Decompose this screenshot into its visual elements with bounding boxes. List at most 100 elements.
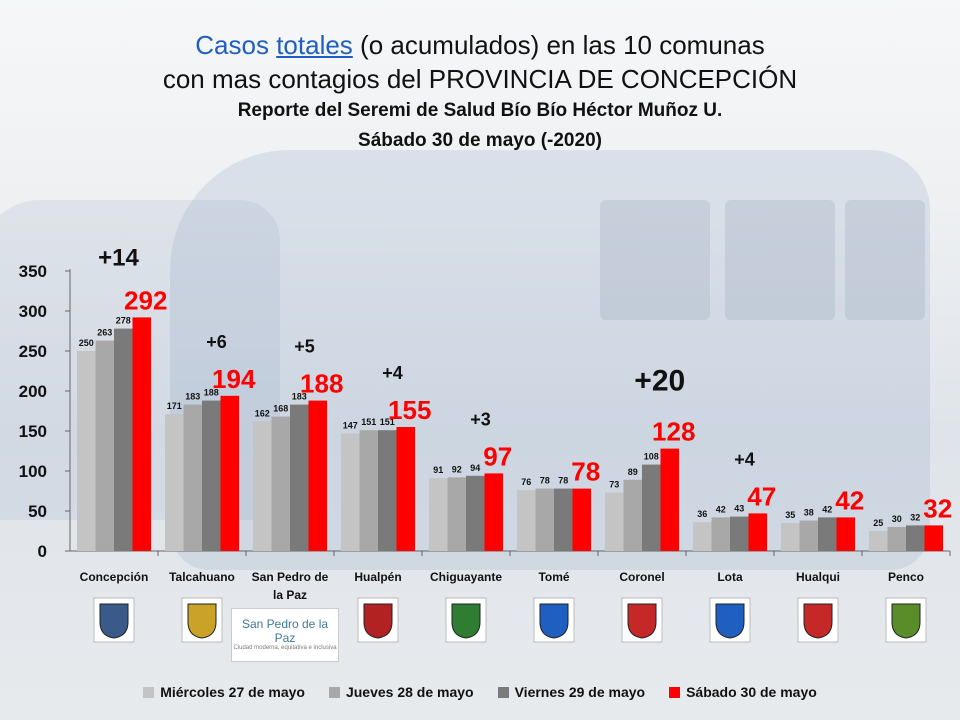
- chart-title-line1: Casos totales (o acumulados) en las 10 c…: [0, 28, 960, 62]
- bar-previous-day: [623, 479, 642, 551]
- data-label-saturday: 188: [300, 369, 343, 399]
- x-category-label: Chiguayante: [430, 570, 502, 584]
- data-label-saturday: 47: [747, 481, 776, 511]
- data-label: 36: [697, 509, 707, 519]
- data-label: 171: [167, 401, 182, 411]
- shield-icon: [363, 603, 393, 639]
- title-word-totales: totales: [276, 30, 353, 60]
- y-tick-label: 100: [19, 462, 47, 481]
- bar-previous-day: [535, 488, 554, 551]
- bar-saturday: [572, 488, 591, 551]
- data-label: 78: [558, 476, 568, 486]
- bar-previous-day: [95, 340, 114, 551]
- sppaz-logo-text: San Pedro de la Paz: [241, 617, 329, 645]
- background-window: [725, 200, 835, 320]
- bar-previous-day: [517, 490, 536, 551]
- title-word-casos: Casos: [195, 30, 269, 60]
- legend-item-thursday: Jueves 28 de mayo: [328, 684, 474, 700]
- bar-saturday: [660, 448, 679, 551]
- data-label-saturday: 97: [483, 441, 512, 471]
- x-category-label: la Paz: [273, 588, 307, 602]
- background-window: [600, 200, 710, 320]
- increment-label: +3: [470, 409, 491, 429]
- data-label: 108: [644, 452, 659, 462]
- data-label: 76: [521, 477, 531, 487]
- bar-previous-day: [906, 525, 925, 551]
- data-label: 278: [116, 316, 131, 326]
- bar-previous-day: [466, 475, 485, 551]
- increment-label: +20: [634, 365, 685, 398]
- bar-previous-day: [165, 414, 184, 551]
- x-category-label: Hualpén: [354, 570, 401, 584]
- data-label: 263: [97, 328, 112, 338]
- bar-previous-day: [799, 520, 818, 551]
- legend-item-wednesday: Miércoles 27 de mayo: [143, 684, 305, 700]
- bar-saturday: [396, 427, 415, 551]
- shield-icon: [891, 603, 921, 639]
- sppaz-logo-tagline: Ciudad moderna, equitativa e inclusiva: [233, 645, 337, 651]
- data-label-saturday: 32: [923, 493, 952, 523]
- bar-previous-day: [693, 522, 712, 551]
- increment-label: +5: [294, 337, 315, 357]
- shield-icon: [803, 603, 833, 639]
- bar-previous-day: [781, 523, 800, 551]
- legend-item-saturday: Sábado 30 de mayo: [669, 684, 817, 700]
- bar-previous-day: [341, 433, 360, 551]
- bar-previous-day: [183, 404, 202, 551]
- bar-previous-day: [447, 477, 466, 551]
- bar-previous-day: [202, 400, 221, 551]
- increment-label: +6: [206, 332, 227, 352]
- bar-saturday: [308, 400, 327, 551]
- y-tick-label: 0: [38, 542, 47, 561]
- background-window: [845, 200, 925, 320]
- y-tick-label: 50: [28, 502, 47, 521]
- data-label: 42: [822, 504, 832, 514]
- bar-previous-day: [359, 430, 378, 551]
- chart-date: Sábado 30 de mayo (-2020): [358, 130, 602, 151]
- chart-legend: Miércoles 27 de mayo Jueves 28 de mayo V…: [0, 684, 960, 700]
- data-label: 32: [910, 512, 920, 522]
- data-label-saturday: 78: [571, 457, 600, 487]
- y-tick-label: 200: [19, 382, 47, 401]
- data-label-saturday: 292: [124, 285, 167, 315]
- bar-saturday: [748, 513, 767, 551]
- chart-title-block: Casos totales (o acumulados) en las 10 c…: [0, 28, 960, 156]
- san-pedro-de-la-paz-logo: San Pedro de la Paz Ciudad moderna, equi…: [231, 608, 339, 662]
- x-category-label: Lota: [717, 570, 743, 584]
- chart-title-line2: con mas contagios del PROVINCIA DE CONCE…: [162, 64, 798, 94]
- increment-label: +4: [382, 363, 403, 383]
- x-category-label: Coronel: [619, 570, 664, 584]
- data-label: 35: [785, 510, 795, 520]
- data-label: 168: [273, 404, 288, 414]
- shield-icon: [451, 603, 481, 639]
- bar-previous-day: [114, 328, 133, 551]
- bar-saturday: [484, 473, 503, 551]
- data-label: 147: [343, 420, 358, 430]
- y-tick-label: 350: [19, 262, 47, 281]
- data-label: 38: [804, 508, 814, 518]
- legend-label: Sábado 30 de mayo: [686, 684, 817, 700]
- bar-previous-day: [711, 517, 730, 551]
- shield-icon: [99, 603, 129, 639]
- data-label: 30: [892, 514, 902, 524]
- bar-previous-day: [378, 430, 397, 551]
- data-label-saturday: 155: [388, 395, 431, 425]
- chart-subtitle: Reporte del Seremi de Salud Bío Bío Héct…: [237, 100, 723, 121]
- legend-label: Miércoles 27 de mayo: [160, 684, 305, 700]
- shield-icon: [539, 603, 569, 639]
- bar-previous-day: [869, 531, 888, 551]
- legend-label: Viernes 29 de mayo: [514, 684, 646, 700]
- bar-previous-day: [730, 516, 749, 551]
- data-label: 94: [470, 463, 480, 473]
- legend-swatch: [497, 686, 509, 698]
- bar-saturday: [836, 517, 855, 551]
- data-label: 73: [609, 480, 619, 490]
- data-label: 42: [716, 504, 726, 514]
- y-tick-label: 150: [19, 422, 47, 441]
- x-category-label: Concepción: [80, 570, 149, 584]
- bar-previous-day: [271, 416, 290, 551]
- data-label: 162: [255, 408, 270, 418]
- legend-swatch: [328, 686, 340, 698]
- legend-swatch: [143, 686, 155, 698]
- data-label: 183: [292, 392, 307, 402]
